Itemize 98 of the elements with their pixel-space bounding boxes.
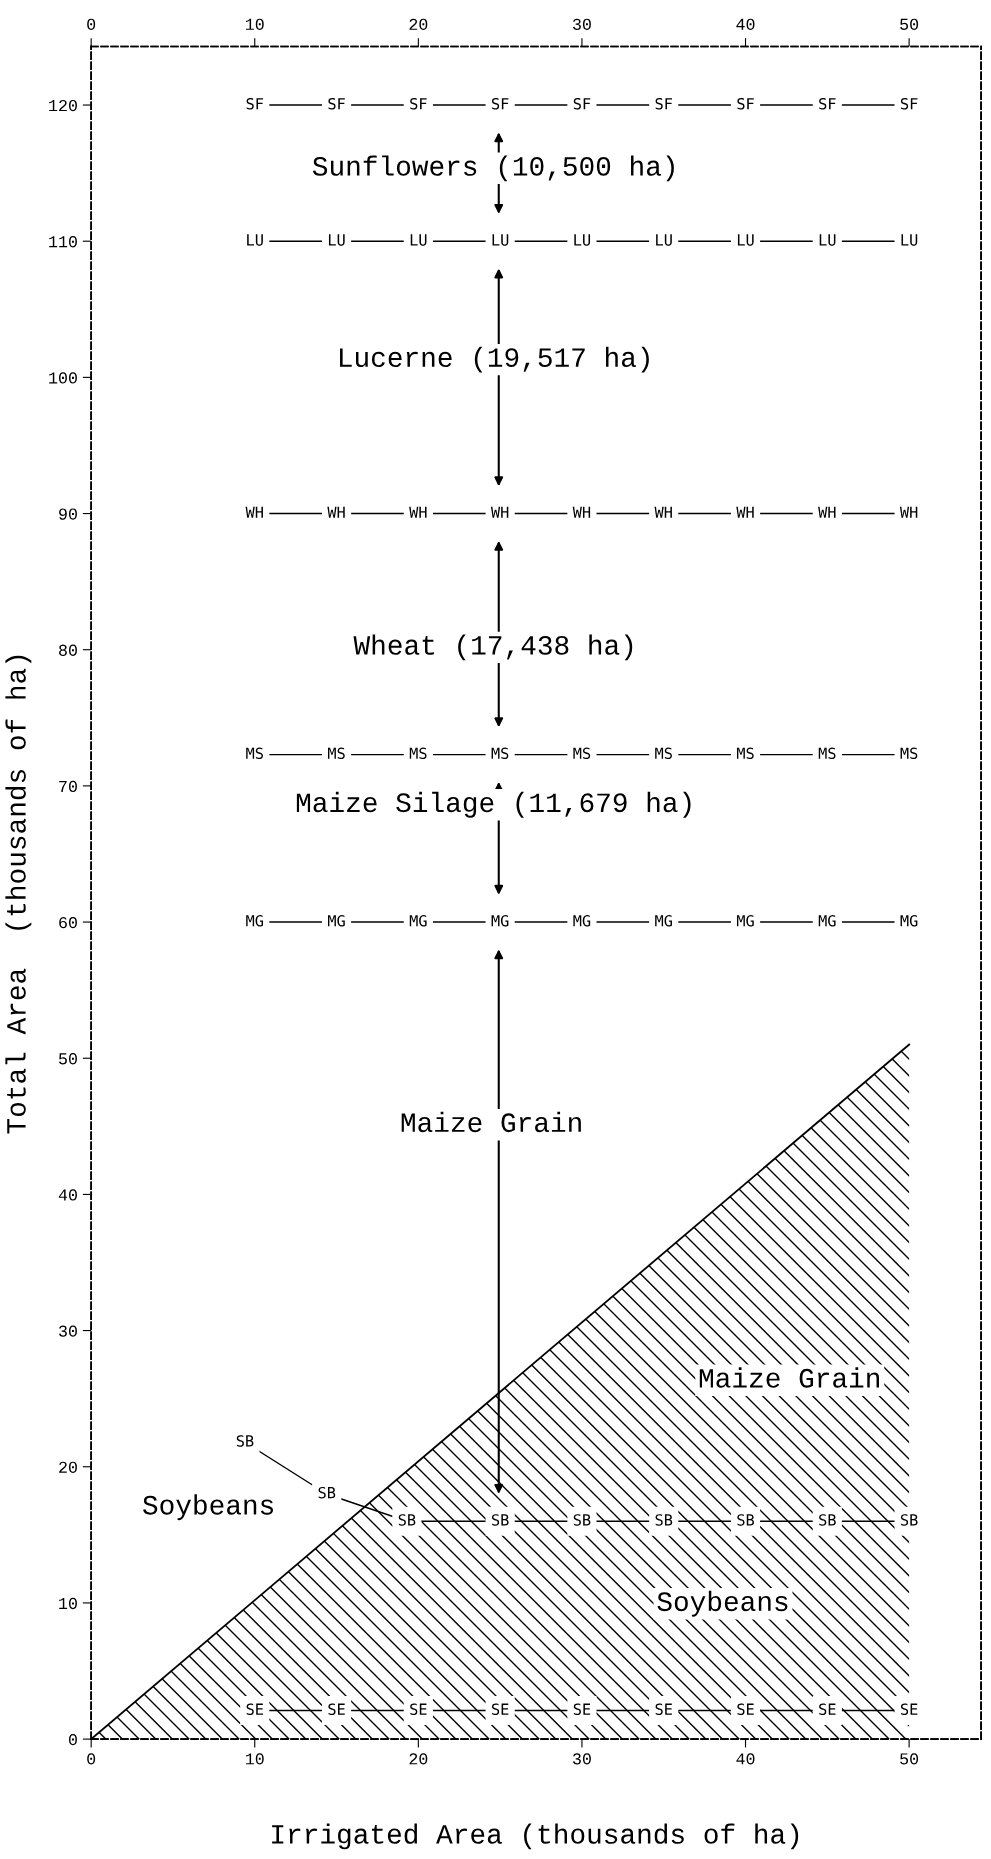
series-label: SB bbox=[236, 1435, 254, 1447]
text: SF bbox=[410, 97, 427, 110]
x-tick-label: 20 bbox=[409, 1753, 428, 1765]
text: SB bbox=[655, 1514, 673, 1526]
text: LU bbox=[574, 234, 591, 246]
annotation: Lucerne (19,517 ha) bbox=[340, 346, 649, 373]
text: SF bbox=[819, 97, 836, 110]
text: MS bbox=[409, 747, 427, 760]
text: WH bbox=[736, 506, 754, 518]
text: MG bbox=[900, 914, 918, 927]
y-tick-label: 110 bbox=[49, 236, 77, 248]
text: LU bbox=[737, 234, 754, 246]
series-label: MS bbox=[246, 747, 263, 760]
text: SF bbox=[900, 97, 918, 110]
text: MG bbox=[736, 914, 754, 927]
text: SF bbox=[573, 97, 591, 110]
y-tick-label: 60 bbox=[59, 916, 77, 929]
text: LU bbox=[901, 234, 918, 246]
y-tick-label: 40 bbox=[58, 1189, 77, 1201]
annotation: Wheat (17,438 ha) bbox=[353, 634, 633, 661]
series-label: MG bbox=[246, 914, 263, 927]
x2-tick-label: 50 bbox=[900, 18, 919, 30]
annotation: Maize Silage (11,679 ha) bbox=[296, 791, 691, 818]
x2-tick-label: 20 bbox=[409, 18, 428, 30]
text: MS bbox=[573, 747, 591, 760]
annotation: Maize Grain bbox=[401, 1111, 581, 1133]
y-tick-label: 20 bbox=[59, 1461, 77, 1473]
text: SB bbox=[318, 1486, 336, 1499]
x2-tick-label: 10 bbox=[245, 18, 264, 30]
annotation: Soybeans bbox=[657, 1590, 788, 1617]
text: LU bbox=[492, 234, 509, 246]
y-tick-label: 100 bbox=[49, 372, 77, 384]
text: SE bbox=[819, 1703, 836, 1715]
text: SB bbox=[398, 1514, 416, 1526]
text: SE bbox=[328, 1703, 345, 1715]
x2-tick-label: 40 bbox=[736, 18, 755, 30]
text: LU bbox=[656, 234, 672, 246]
text: MS bbox=[736, 747, 754, 760]
text: SF bbox=[328, 97, 345, 110]
x-tick-label: 0 bbox=[87, 1753, 96, 1765]
text: MS bbox=[491, 747, 509, 760]
series-label: LU bbox=[247, 234, 263, 246]
text: MG bbox=[818, 914, 836, 927]
y-axis-title: Total Area (thousands of ha) bbox=[5, 655, 32, 1134]
text: SB bbox=[737, 1514, 755, 1526]
x-tick-label: 10 bbox=[245, 1753, 264, 1765]
y-tick-label: 10 bbox=[59, 1597, 77, 1610]
text: SB bbox=[573, 1514, 591, 1526]
text: SF bbox=[655, 97, 673, 110]
series-label: WH bbox=[245, 506, 263, 518]
text: WH bbox=[818, 506, 836, 518]
text: SE bbox=[737, 1703, 754, 1715]
y-tick-label: 120 bbox=[49, 99, 77, 112]
text: MG bbox=[409, 914, 427, 927]
x-tick-label: 50 bbox=[900, 1753, 919, 1765]
text: MS bbox=[900, 747, 918, 760]
text: SF bbox=[491, 97, 509, 110]
annotation: Maize Grain bbox=[699, 1367, 879, 1388]
text: MG bbox=[328, 914, 345, 927]
text: WH bbox=[899, 506, 918, 518]
text: LU bbox=[328, 234, 345, 246]
text: SF bbox=[737, 97, 754, 110]
text: LU bbox=[410, 234, 427, 246]
y-tick-label: 0 bbox=[68, 1733, 77, 1746]
y-tick-label: 90 bbox=[59, 508, 77, 520]
text: WH bbox=[654, 506, 672, 518]
text: SE bbox=[900, 1703, 918, 1715]
text: SE bbox=[573, 1703, 591, 1715]
text: MS bbox=[655, 747, 672, 760]
series-label: SE bbox=[246, 1703, 263, 1715]
y-tick-label: 30 bbox=[59, 1325, 77, 1337]
text: WH bbox=[327, 506, 345, 518]
x-tick-label: 30 bbox=[572, 1753, 591, 1765]
text: SE bbox=[491, 1703, 509, 1715]
text: MG bbox=[491, 914, 509, 927]
text: MG bbox=[573, 914, 591, 927]
text: LU bbox=[819, 234, 836, 246]
annotation: Soybeans bbox=[143, 1494, 274, 1521]
text: MS bbox=[818, 747, 836, 760]
y-tick-label: 80 bbox=[59, 644, 77, 656]
x2-tick-label: 30 bbox=[572, 18, 591, 30]
text: SE bbox=[655, 1703, 672, 1715]
x-axis-title: Irrigated Area (thousands of ha) bbox=[272, 1823, 799, 1850]
text: SB bbox=[900, 1514, 918, 1526]
text: SB bbox=[491, 1514, 509, 1526]
annotation: Sunflowers (10,500 ha) bbox=[312, 155, 674, 182]
y-tick-label: 50 bbox=[59, 1053, 77, 1065]
text: MG bbox=[655, 914, 672, 927]
text: MS bbox=[328, 747, 345, 760]
text: SE bbox=[410, 1703, 427, 1715]
text: WH bbox=[409, 506, 427, 518]
x-tick-label: 40 bbox=[736, 1753, 755, 1765]
y-tick-label: 70 bbox=[59, 780, 77, 793]
text: WH bbox=[490, 506, 509, 518]
text: SB bbox=[819, 1514, 836, 1526]
x2-tick-label: 0 bbox=[87, 18, 96, 30]
series-label: SF bbox=[246, 97, 264, 110]
text: WH bbox=[572, 506, 591, 518]
